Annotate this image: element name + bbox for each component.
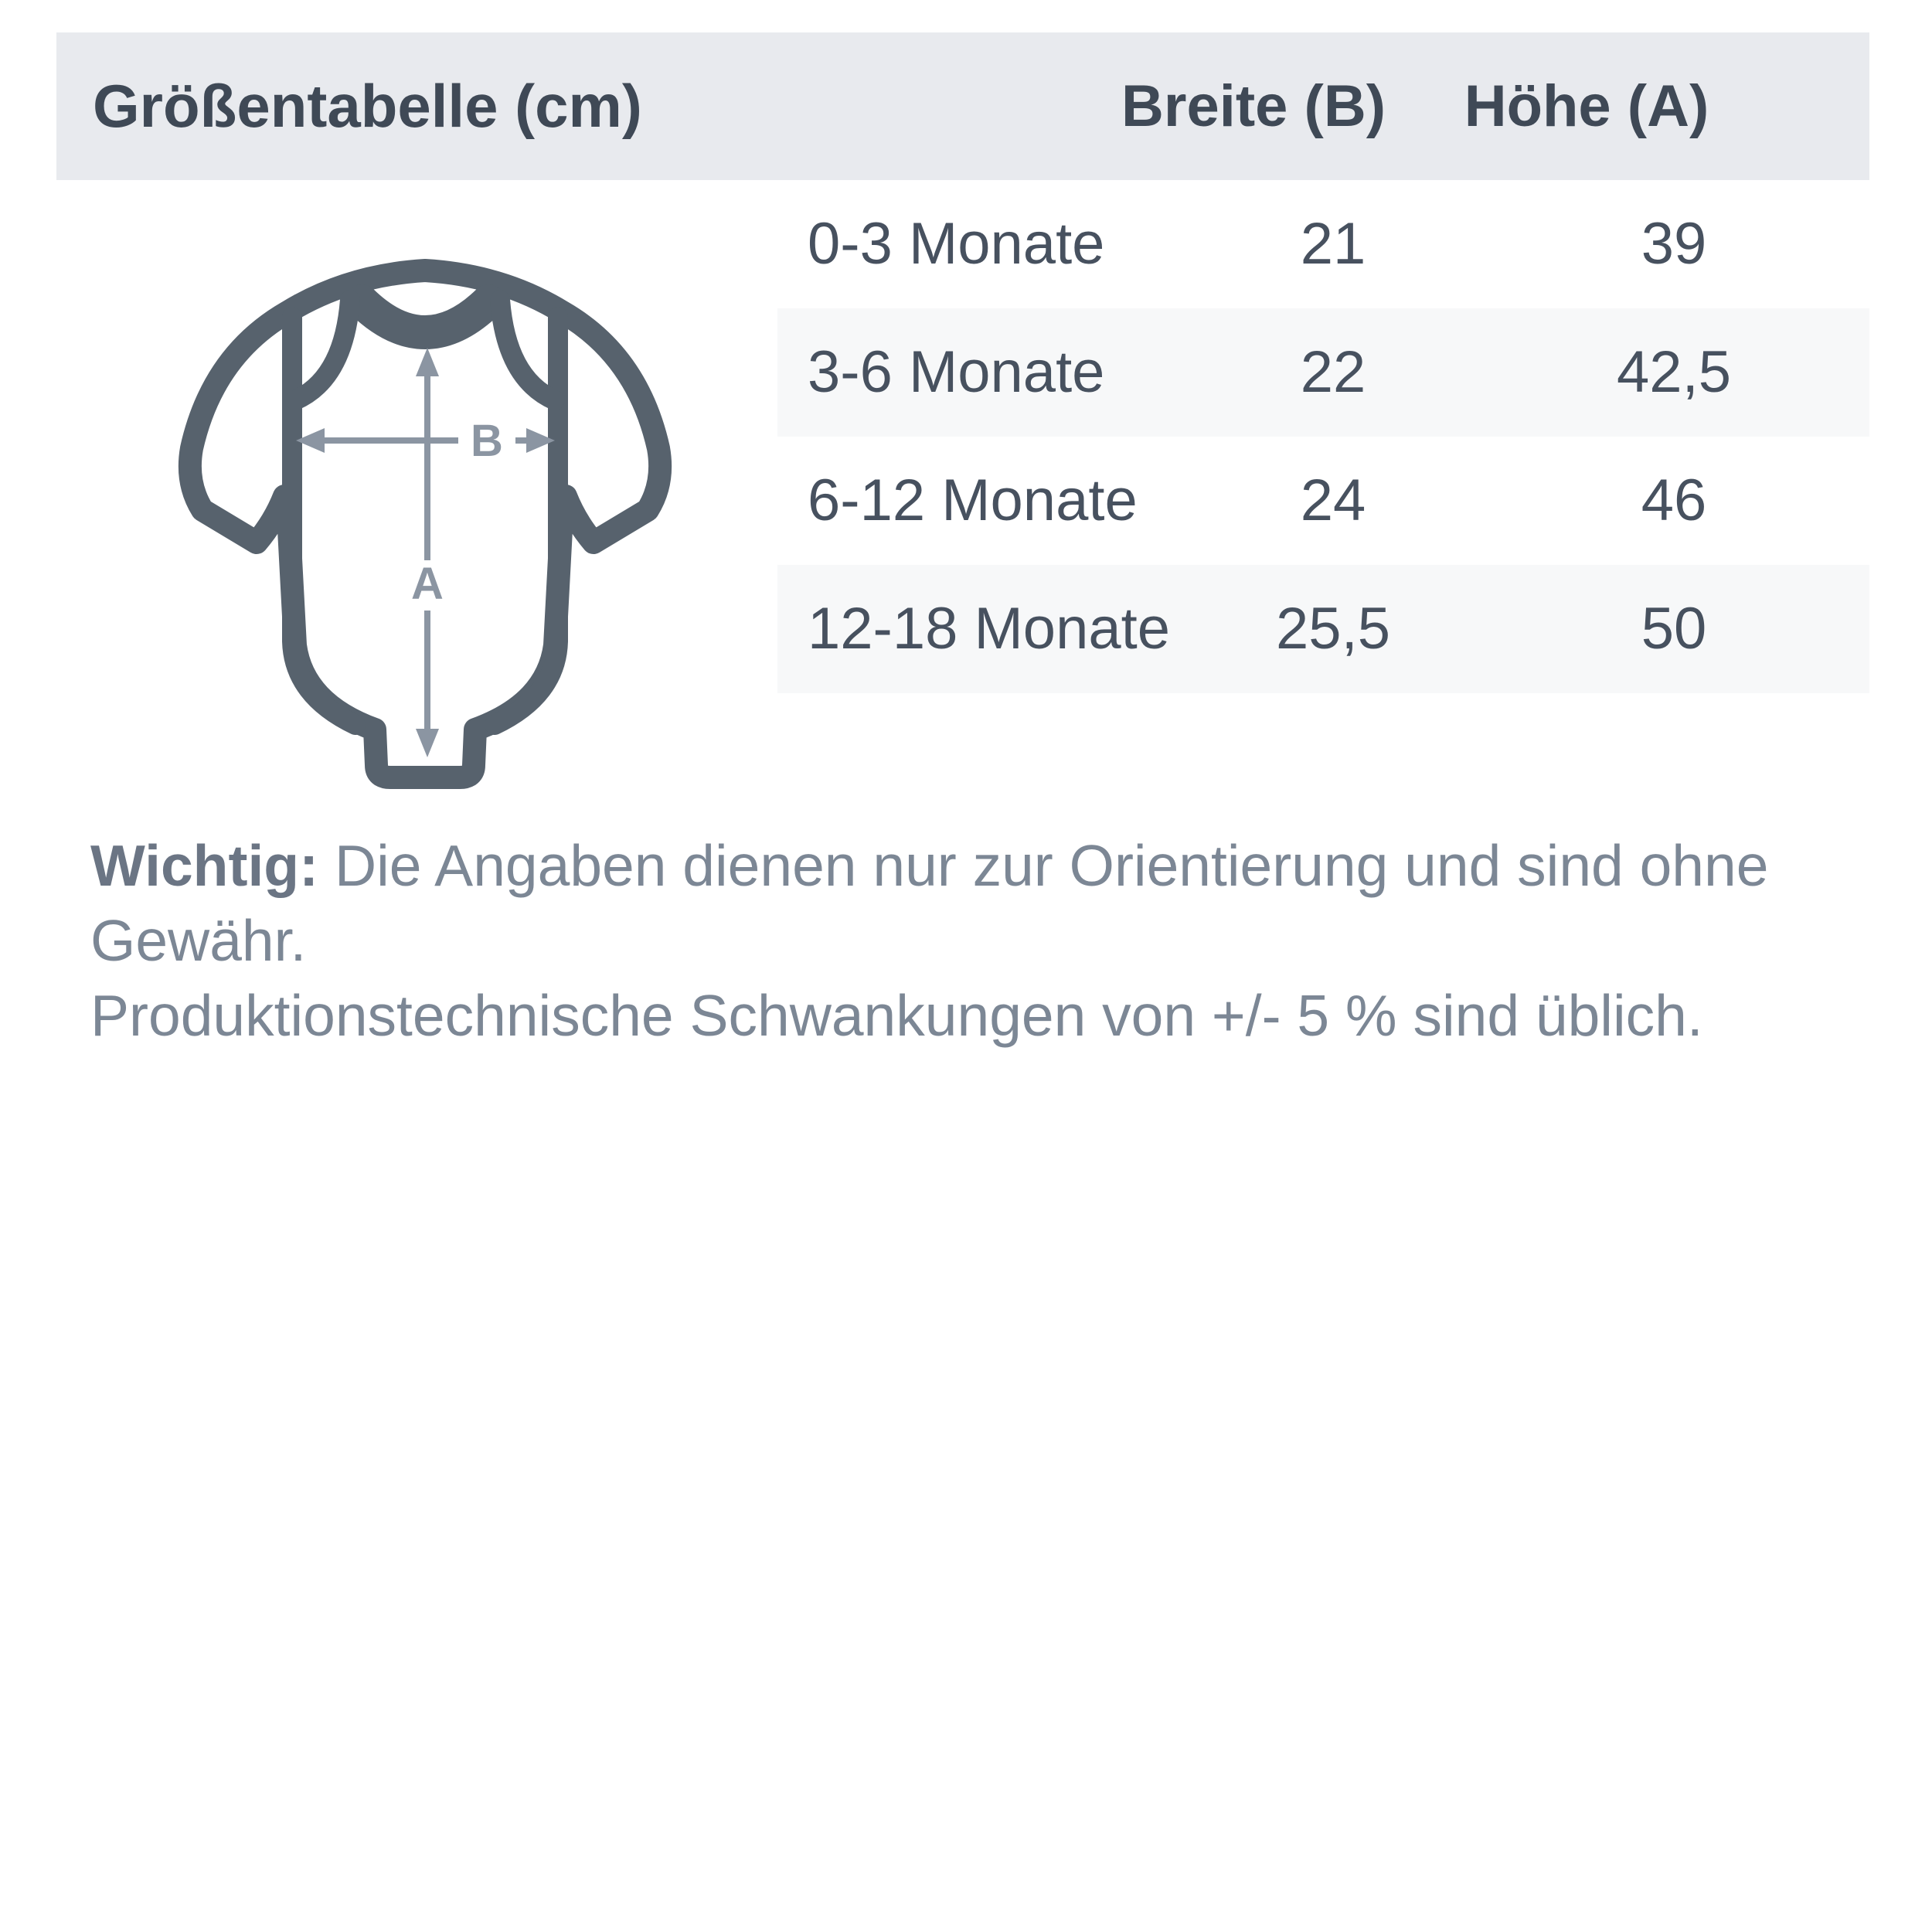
left-shoulder-flap — [285, 290, 360, 410]
neckline-band — [345, 284, 505, 349]
hoehe-value: 42,5 — [1617, 339, 1731, 405]
breite-value: 25,5 — [1276, 596, 1390, 662]
row-label: 0-3 Monate — [808, 211, 1105, 277]
right-shoulder-flap — [490, 290, 565, 410]
note-bold-label: Wichtig: — [90, 833, 319, 898]
table-row: 3-6 Monate 22 42,5 — [777, 308, 1869, 437]
row-label: 6-12 Monate — [808, 468, 1138, 533]
hoehe-value: 46 — [1641, 468, 1707, 533]
hoehe-value: 39 — [1641, 211, 1707, 277]
arrow-left-icon — [296, 428, 325, 453]
bodysuit-diagram: A B — [170, 255, 680, 796]
column-header-hoehe: Höhe (A) — [1464, 73, 1709, 139]
important-note: Wichtig: Die Angaben dienen nur zur Orie… — [90, 828, 1868, 1053]
row-label: 3-6 Monate — [808, 339, 1105, 405]
width-arrow-label: B — [471, 416, 503, 466]
bodysuit-outline — [178, 259, 672, 789]
table-row: 12-18 Monate 25,5 50 — [777, 565, 1869, 693]
table-row: 0-3 Monate 21 39 — [777, 180, 1869, 308]
row-label: 12-18 Monate — [808, 596, 1170, 662]
arrow-down-icon — [416, 729, 439, 757]
arrow-up-icon — [416, 348, 439, 376]
note-line-1: Die Angaben dienen nur zur Orientierung … — [90, 833, 1769, 973]
arrow-right-icon — [526, 428, 555, 453]
hoehe-value: 50 — [1641, 596, 1707, 662]
right-seam-line — [485, 307, 568, 735]
width-arrow: B — [296, 416, 555, 466]
bodysuit-illustration: A B — [178, 259, 672, 789]
note-line-2: Produktionstechnische Schwankungen von +… — [90, 983, 1703, 1048]
height-arrow-label: A — [411, 559, 444, 609]
size-table: 0-3 Monate 21 39 3-6 Monate 22 42,5 6-12… — [777, 180, 1869, 693]
table-row: 6-12 Monate 24 46 — [777, 437, 1869, 565]
breite-value: 21 — [1300, 211, 1366, 277]
size-chart-header: Größentabelle (cm) Breite (B) Höhe (A) — [56, 32, 1869, 180]
page-title: Größentabelle (cm) — [93, 72, 642, 140]
height-arrow: A — [411, 348, 444, 757]
breite-value: 22 — [1300, 339, 1366, 405]
column-header-breite: Breite (B) — [1121, 73, 1386, 139]
breite-value: 24 — [1300, 468, 1366, 533]
left-seam-line — [282, 307, 366, 735]
